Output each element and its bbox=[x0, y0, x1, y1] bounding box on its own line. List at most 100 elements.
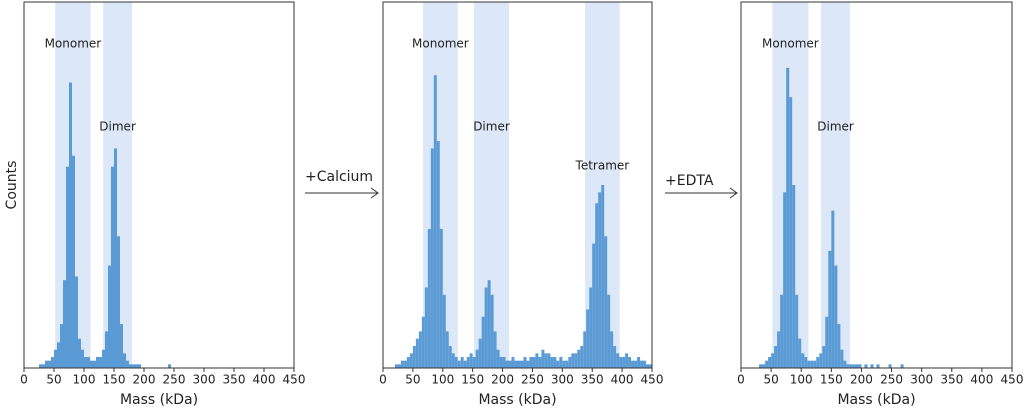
histogram-bar bbox=[451, 353, 455, 368]
x-tick-label: 200 bbox=[850, 373, 873, 387]
histogram-bar bbox=[454, 357, 458, 368]
histogram-bar bbox=[487, 280, 491, 368]
histogram-bar bbox=[445, 331, 449, 368]
histogram-bar bbox=[831, 210, 835, 368]
x-tick-label: 400 bbox=[611, 373, 634, 387]
histogram-bar bbox=[442, 294, 446, 368]
histogram-bar bbox=[418, 331, 422, 368]
histogram-bar bbox=[825, 316, 829, 368]
histogram-bar bbox=[810, 360, 814, 368]
x-tick-label: 0 bbox=[737, 373, 745, 387]
histogram-bar bbox=[792, 185, 796, 368]
histogram-bar bbox=[592, 243, 596, 368]
histogram-bar bbox=[532, 357, 536, 368]
histogram-bar bbox=[544, 353, 548, 368]
histogram-bar bbox=[610, 331, 614, 368]
histogram-bar bbox=[72, 155, 75, 368]
region-label: Monomer bbox=[762, 37, 819, 51]
histogram-bar bbox=[424, 287, 428, 368]
region-label: Dimer bbox=[473, 120, 510, 134]
histogram-bar bbox=[888, 364, 892, 368]
histogram-bar bbox=[90, 360, 93, 368]
histogram-bar bbox=[855, 364, 859, 368]
histogram-bar bbox=[478, 338, 482, 368]
histogram-bar bbox=[834, 265, 838, 368]
histogram-bar bbox=[132, 364, 135, 368]
histogram-bar bbox=[484, 287, 488, 368]
x-tick-label: 300 bbox=[551, 373, 574, 387]
histogram-bar bbox=[481, 316, 485, 368]
histogram-bar bbox=[111, 166, 114, 368]
x-tick-label: 150 bbox=[103, 373, 126, 387]
histogram-bar bbox=[511, 357, 515, 368]
y-axis-label: Counts bbox=[4, 161, 20, 210]
histogram-bar bbox=[99, 357, 102, 368]
histogram-bar bbox=[801, 353, 805, 368]
histogram-bar bbox=[460, 357, 464, 368]
histogram-bar bbox=[783, 192, 787, 368]
histogram-bar bbox=[619, 357, 623, 368]
region-label: Monomer bbox=[45, 37, 102, 51]
histogram-bar bbox=[774, 346, 778, 368]
histogram-bar bbox=[517, 360, 521, 368]
histogram-bar bbox=[123, 353, 126, 368]
x-tick-label: 100 bbox=[790, 373, 813, 387]
histogram-bar bbox=[634, 360, 638, 368]
histogram-bar bbox=[604, 236, 608, 368]
histogram-bar bbox=[577, 349, 581, 368]
histogram-bar bbox=[637, 357, 641, 368]
histogram-bar bbox=[580, 346, 584, 368]
histogram-bar bbox=[69, 82, 72, 369]
histogram-bar bbox=[807, 360, 811, 368]
histogram-bar bbox=[433, 75, 437, 368]
histogram-bar bbox=[574, 353, 578, 368]
histogram-bar bbox=[129, 364, 132, 368]
x-tick-label: 350 bbox=[940, 373, 963, 387]
arrow-label: +Calcium bbox=[305, 169, 373, 185]
x-tick-label: 250 bbox=[521, 373, 544, 387]
histogram-bar bbox=[475, 349, 479, 368]
histogram-bar bbox=[84, 357, 87, 368]
histogram-bar bbox=[400, 360, 404, 368]
histogram-bar bbox=[840, 349, 844, 368]
x-tick-label: 0 bbox=[379, 373, 387, 387]
histogram-bar bbox=[502, 357, 506, 368]
region-label: Monomer bbox=[412, 37, 469, 51]
x-tick-label: 200 bbox=[133, 373, 156, 387]
histogram-bar bbox=[412, 346, 416, 368]
histogram-bar bbox=[126, 360, 129, 368]
histogram-bar bbox=[550, 357, 554, 368]
histogram-bar bbox=[616, 353, 620, 368]
histogram-bar bbox=[649, 364, 652, 368]
histogram-bar bbox=[490, 294, 494, 368]
histogram-bar bbox=[646, 364, 650, 368]
histogram-bar bbox=[583, 331, 587, 368]
histogram-bar bbox=[436, 141, 440, 368]
x-tick-label: 150 bbox=[461, 373, 484, 387]
histogram-bar bbox=[595, 203, 599, 368]
histogram-bar bbox=[114, 148, 117, 368]
histogram-bar bbox=[514, 360, 518, 368]
histogram-bar bbox=[102, 349, 105, 368]
histogram-bar bbox=[640, 360, 644, 368]
x-tick-label: 350 bbox=[581, 373, 604, 387]
histogram-bar bbox=[508, 360, 512, 368]
x-tick-label: 400 bbox=[253, 373, 276, 387]
histogram-bar bbox=[469, 353, 473, 368]
plot-frame bbox=[740, 1, 1013, 369]
x-tick-label: 250 bbox=[880, 373, 903, 387]
histogram-bar bbox=[499, 357, 503, 368]
histogram-bar bbox=[427, 228, 431, 368]
histogram-bar bbox=[846, 364, 850, 368]
histogram-bar bbox=[571, 353, 575, 368]
histogram-bar bbox=[39, 364, 42, 368]
histogram-bar bbox=[813, 360, 817, 368]
histogram-bar bbox=[397, 364, 401, 368]
histogram-bar bbox=[628, 357, 632, 368]
histogram-bar bbox=[789, 97, 793, 368]
histogram-bar bbox=[54, 349, 57, 368]
histogram-bar bbox=[828, 250, 832, 368]
histogram-bar bbox=[466, 357, 470, 368]
histogram-bar bbox=[589, 287, 593, 368]
histogram-bar bbox=[57, 342, 60, 368]
